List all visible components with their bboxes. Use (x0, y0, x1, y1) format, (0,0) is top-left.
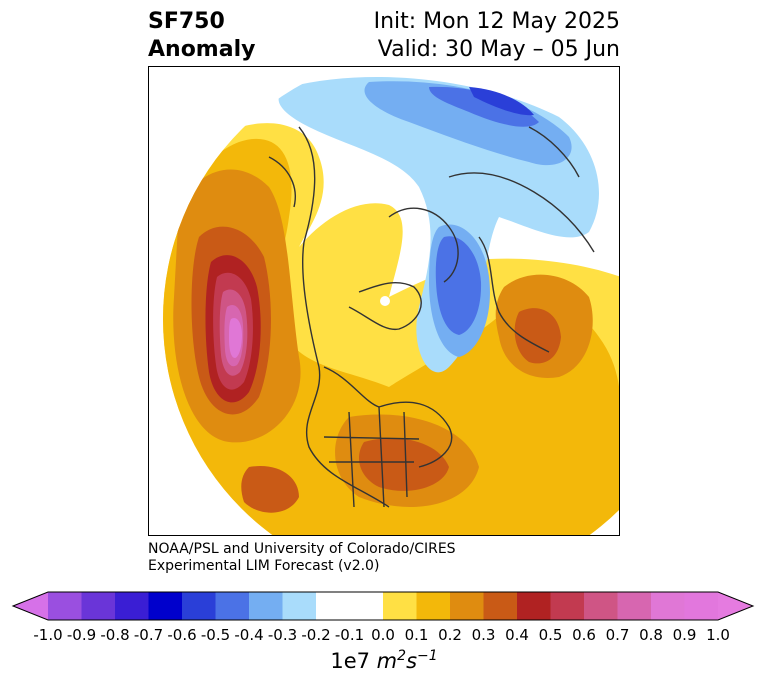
colorbar-cell (617, 592, 652, 620)
units-m: m (376, 649, 398, 673)
colorbar-tick: 0.9 (672, 626, 697, 644)
forecast-dates: Init: Mon 12 May 2025 Valid: 30 May – 05… (374, 8, 620, 64)
colorbar-cell (450, 592, 484, 620)
colorbar-cell (383, 592, 417, 620)
colorbar-outline (11, 591, 755, 621)
colorbar-cell (48, 592, 82, 620)
colorbar-tick: -1.0 (33, 626, 63, 644)
anomaly-deep-blue (469, 87, 534, 116)
anomaly-sky-blue (364, 81, 572, 357)
colorbar-cell (517, 592, 551, 620)
colorbar-high-extension (718, 592, 753, 620)
colorbar-tick: -0.6 (167, 626, 197, 644)
greenland-marker (380, 296, 390, 306)
colorbar-cell (651, 592, 685, 620)
credit-line-2: Experimental LIM Forecast (v2.0) (148, 558, 380, 574)
colorbar-cell (483, 592, 518, 620)
colorbar-cell (81, 592, 116, 620)
colorbar-cell (584, 592, 618, 620)
colorbar-cell (148, 592, 183, 620)
coastlines (268, 126, 595, 508)
colorbar-cell (182, 592, 216, 620)
colorbar-low-extension (13, 592, 48, 620)
init-date: Init: Mon 12 May 2025 (373, 9, 620, 34)
colorbar-tick-labels: -1.0 -0.9 -0.8 -0.7 -0.6 -0.5 -0.4 -0.3 -0.2 -0.1… (0, 626, 768, 646)
colorbar-tick: 0.5 (538, 626, 563, 644)
title-line-1: SF750 (148, 9, 225, 34)
map-title: SF750 Anomaly (148, 8, 255, 64)
credit-text: NOAA/PSL and University of Colorado/CIRE… (148, 541, 456, 575)
colorbar-units: 1e7 m2s−1 (0, 648, 768, 673)
anomaly-violet (229, 317, 242, 358)
colorbar-tick: 0.3 (471, 626, 496, 644)
colorbar-cell (115, 592, 149, 620)
colorbar-cell (215, 592, 250, 620)
colorbar-cell (349, 592, 384, 620)
polar-map (163, 67, 619, 535)
colorbar-tick: -0.2 (301, 626, 331, 644)
colorbar-tick: 0.7 (605, 626, 630, 644)
units-sup-1: 2 (397, 648, 407, 664)
colorbar-tick: 0.8 (639, 626, 663, 644)
colorbar-tick: 0.0 (371, 626, 395, 644)
colorbar-tick: 0.2 (438, 626, 462, 644)
title-line-2: Anomaly (148, 37, 256, 62)
colorbar-tick: -0.4 (234, 626, 264, 644)
units-s: s (406, 649, 418, 673)
colorbar-tick: 1.0 (706, 626, 730, 644)
colorbar-cell (249, 592, 283, 620)
colorbar-cell (550, 592, 585, 620)
map-panel (148, 66, 620, 536)
valid-date: Valid: 30 May – 05 Jun (377, 37, 620, 62)
colorbar-cell (316, 592, 350, 620)
colorbar-tick: 0.6 (572, 626, 596, 644)
units-prefix: 1e7 (330, 649, 377, 673)
colorbar-tick: 0.1 (404, 626, 429, 644)
units-sup-2: −1 (417, 648, 438, 664)
colorbar-tick: -0.8 (100, 626, 130, 644)
colorbar-tick: -0.1 (334, 626, 365, 644)
anomaly-orange (173, 169, 593, 507)
colorbar-tick: -0.3 (267, 626, 298, 644)
colorbar-tick: -0.5 (200, 626, 231, 644)
colorbar-tick: 0.4 (505, 626, 529, 644)
anomaly-blue (429, 86, 539, 335)
colorbar-cell (416, 592, 451, 620)
colorbar-tick: -0.9 (66, 626, 97, 644)
colorbar-cell (684, 592, 719, 620)
credit-line-1: NOAA/PSL and University of Colorado/CIRE… (148, 541, 456, 557)
colorbar (11, 591, 755, 621)
colorbar-cell (282, 592, 317, 620)
colorbar-tick: -0.7 (133, 626, 164, 644)
